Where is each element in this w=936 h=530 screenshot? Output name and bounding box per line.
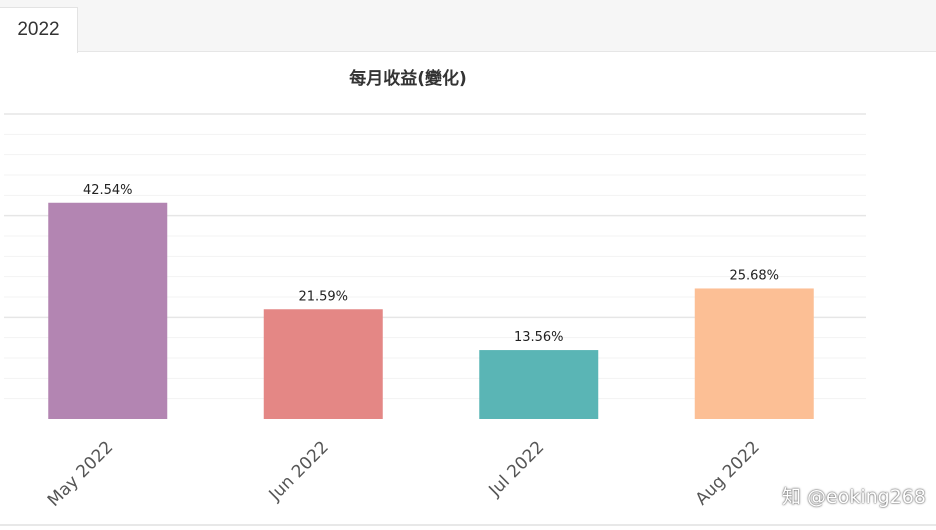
x-tick-label: Jul 2022 [485, 437, 549, 501]
watermark: 知 @eoking268 [781, 486, 926, 508]
value-label: 42.54% [83, 183, 133, 198]
tab-bar: 2022 [0, 0, 936, 53]
x-tick-label: May 2022 [44, 437, 117, 510]
x-tick-label: Aug 2022 [692, 437, 764, 509]
tab-2022[interactable]: 2022 [0, 7, 78, 53]
bottom-divider [0, 524, 936, 526]
bars [48, 202, 814, 419]
bar-1[interactable] [48, 202, 168, 419]
value-label: 21.59% [298, 289, 348, 304]
value-labels: 42.54% 21.59% 13.56% 25.68% [83, 183, 779, 345]
bar-4[interactable] [694, 288, 814, 419]
value-label: 25.68% [729, 268, 779, 283]
chart-title: 每月收益(變化) [349, 69, 467, 89]
bar-2[interactable] [263, 309, 383, 419]
bar-3[interactable] [479, 350, 599, 419]
value-label: 13.56% [514, 330, 564, 345]
x-tick-label: Jun 2022 [265, 437, 333, 505]
x-axis-labels: May 2022 Jun 2022 Jul 2022 Aug 2022 [44, 437, 764, 510]
